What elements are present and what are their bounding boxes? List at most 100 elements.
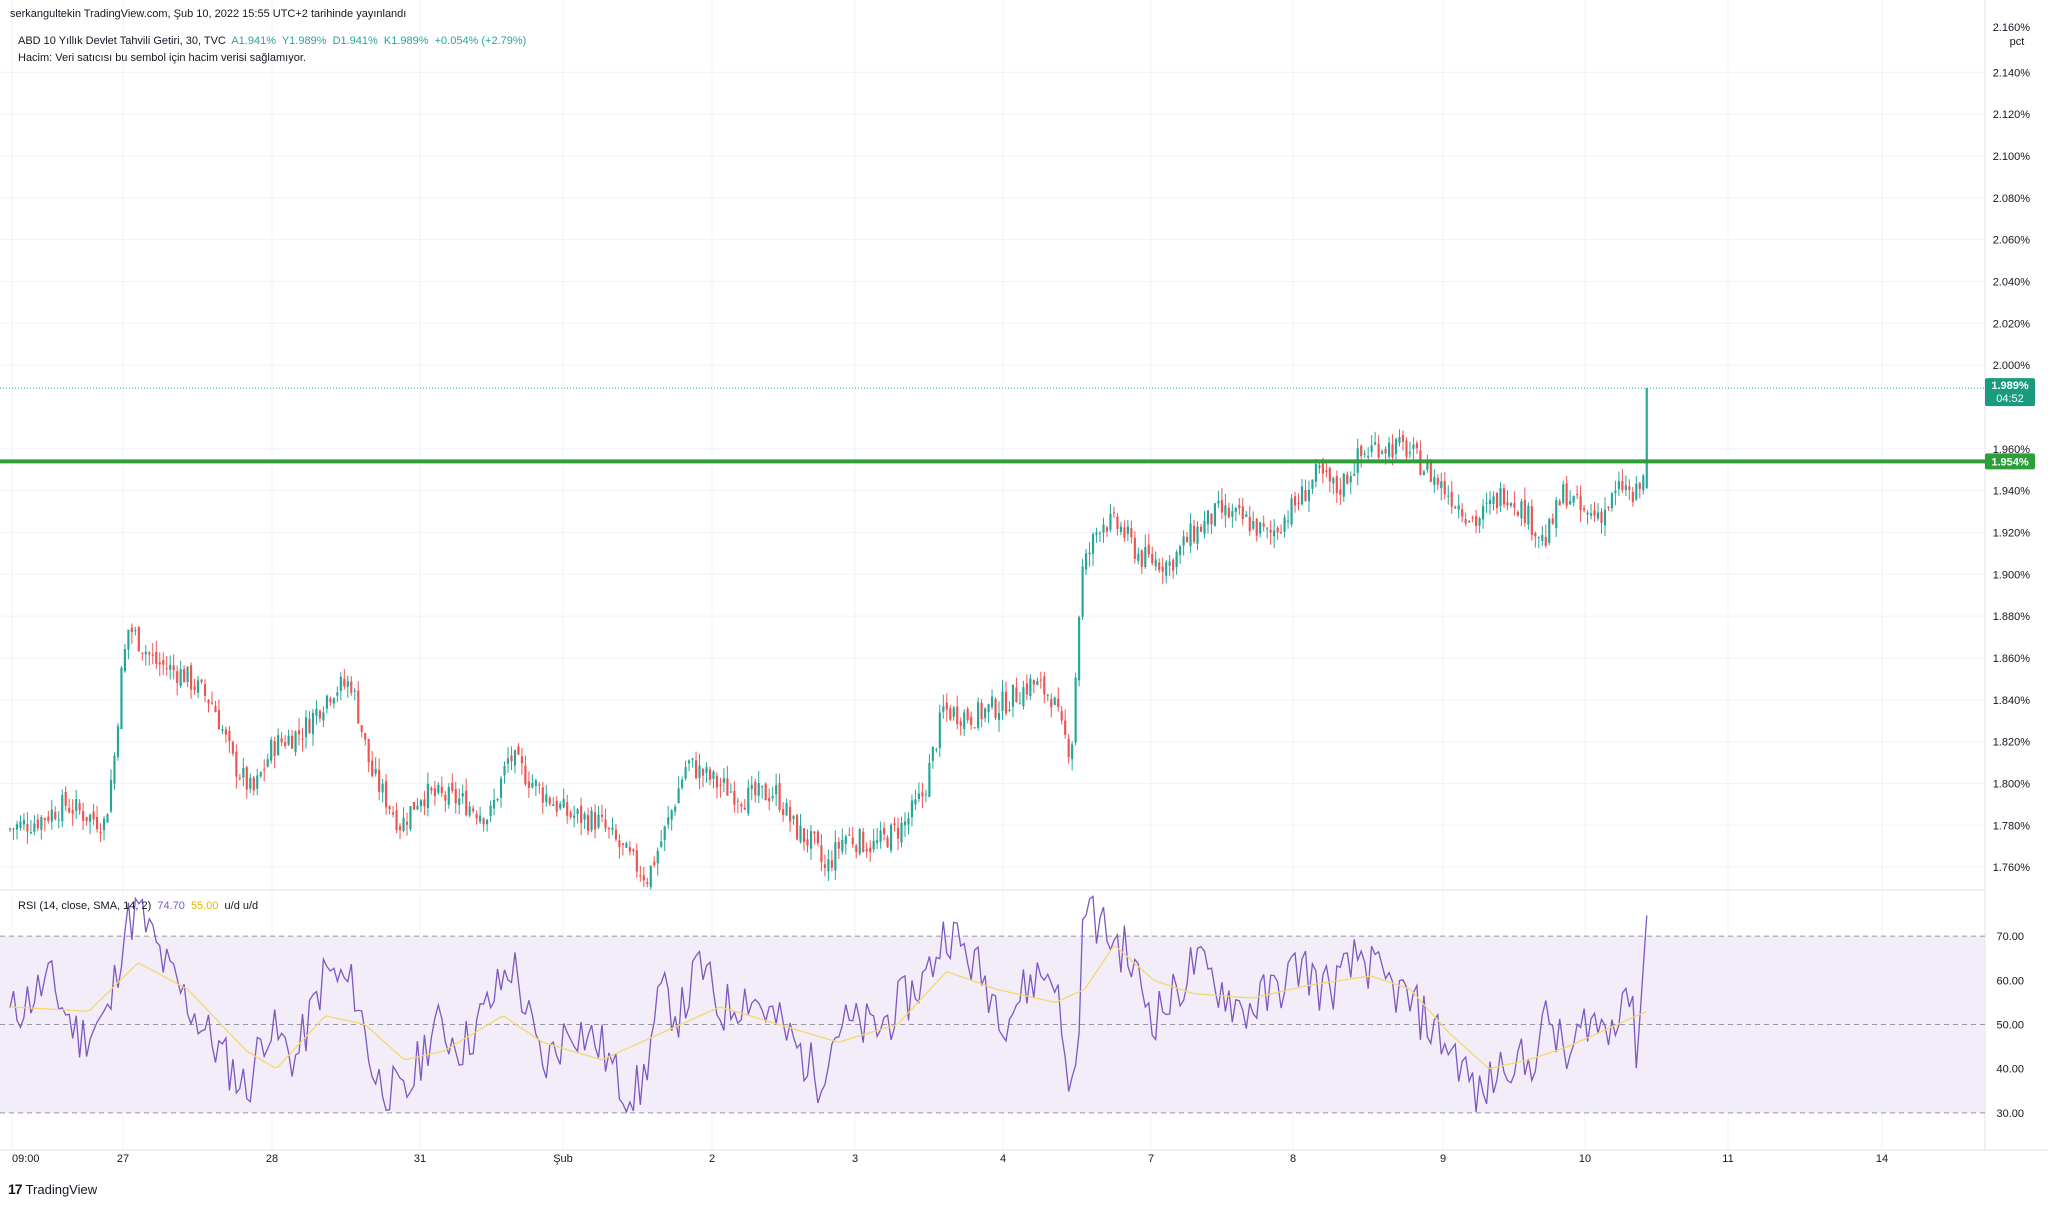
candle-body (1381, 451, 1384, 454)
candle-body (820, 845, 823, 863)
time-tick-label: 31 (414, 1153, 426, 1165)
candle-body (987, 704, 990, 713)
candle-body (1394, 439, 1398, 454)
candle-body (562, 798, 565, 808)
candle-body (249, 777, 252, 789)
price-tick-label: 1.900% (1993, 569, 2031, 581)
candle-body (113, 755, 116, 784)
candle-body (956, 706, 959, 725)
last-price-label: 1.989% (1991, 380, 2029, 392)
candle-body (583, 813, 586, 820)
candle-body (1217, 500, 1220, 504)
candle-body (823, 864, 826, 869)
candle-body (1119, 526, 1122, 533)
candle-body (587, 815, 590, 831)
tradingview-logo-icon: 17 (8, 1181, 23, 1197)
candle-body (580, 805, 583, 824)
candle-body (1192, 525, 1196, 542)
candle-body (1283, 517, 1286, 532)
candle-body (628, 847, 631, 852)
candle-body (1085, 553, 1088, 570)
candle-body (22, 820, 26, 825)
candle-body (1464, 519, 1467, 524)
candle-body (963, 712, 966, 729)
candle-body (945, 702, 948, 710)
candle-body (1635, 483, 1638, 500)
time-tick-label: 2 (709, 1153, 715, 1165)
candle-body (1304, 489, 1307, 502)
candle-body (1224, 505, 1227, 516)
candle-body (1182, 536, 1185, 546)
candle-body (1391, 444, 1394, 458)
rsi-line (9, 895, 1648, 1114)
candle-body (1335, 476, 1338, 494)
countdown-label: 04:52 (1996, 393, 2024, 405)
candle-body (604, 819, 607, 829)
candle-body (1471, 517, 1474, 519)
candle-body (186, 666, 189, 683)
candle-body (193, 686, 196, 691)
candle-body (722, 778, 725, 783)
candle-body (966, 708, 969, 720)
candle-body (325, 695, 328, 709)
candle-body (1454, 506, 1457, 509)
candle-body (1297, 503, 1300, 505)
candle-body (997, 713, 1001, 720)
candle-body (1495, 492, 1499, 509)
candle-body (1154, 559, 1157, 567)
candle-body (1367, 455, 1370, 458)
candle-body (869, 847, 872, 853)
candle-body (1102, 524, 1105, 533)
price-tick-label: 1.880% (1993, 611, 2031, 623)
candle-body (1140, 550, 1143, 567)
candle-body (1628, 486, 1631, 490)
candle-body (388, 806, 391, 810)
candle-body (1530, 506, 1533, 535)
candle-body (43, 818, 46, 820)
candle-body (482, 818, 485, 825)
candle-body (221, 729, 224, 732)
candle-body (1137, 553, 1140, 561)
rsi-legend[interactable]: RSI (14, close, SMA, 14, 2) 74.70 55.00 … (18, 900, 261, 912)
candle-body (461, 793, 464, 797)
candle-body (1377, 443, 1380, 458)
level-price-label: 1.954% (1991, 456, 2029, 468)
candle-body (573, 815, 576, 818)
candle-body (667, 817, 670, 825)
candle-body (531, 782, 534, 788)
candle-body (792, 815, 795, 819)
candle-body (280, 738, 283, 743)
price-tick-label-top: 2.160% (1993, 22, 2031, 34)
candle-body (444, 794, 447, 801)
candle-body (29, 832, 32, 834)
candle-body (855, 845, 858, 852)
time-tick-label: 8 (1290, 1153, 1296, 1165)
candle-body (802, 828, 806, 842)
candle-body (315, 708, 318, 716)
candle-body (1565, 483, 1568, 506)
candle-body (50, 809, 53, 822)
candle-body (1509, 503, 1513, 506)
candle-body (329, 698, 332, 702)
candle-body (301, 738, 304, 740)
candle-body (1436, 478, 1439, 485)
candle-body (374, 768, 377, 774)
tradingview-logo[interactable]: 17 TradingView (8, 1181, 97, 1197)
candle-body (900, 822, 903, 843)
candle-body (196, 680, 200, 693)
candle-body (1346, 474, 1349, 484)
candle-body (1078, 617, 1081, 681)
time-tick-label: 10 (1579, 1153, 1591, 1165)
candle-body (1293, 496, 1297, 506)
candle-body (1461, 509, 1464, 517)
time-tick-label: 27 (117, 1153, 129, 1165)
candle-body (1161, 566, 1164, 572)
candle-body (148, 652, 151, 655)
candle-body (1245, 514, 1248, 518)
candle-body (116, 726, 120, 758)
candle-body (137, 627, 140, 652)
candle-body (1422, 471, 1425, 476)
candle-body (1478, 518, 1481, 526)
candle-body (172, 665, 175, 671)
